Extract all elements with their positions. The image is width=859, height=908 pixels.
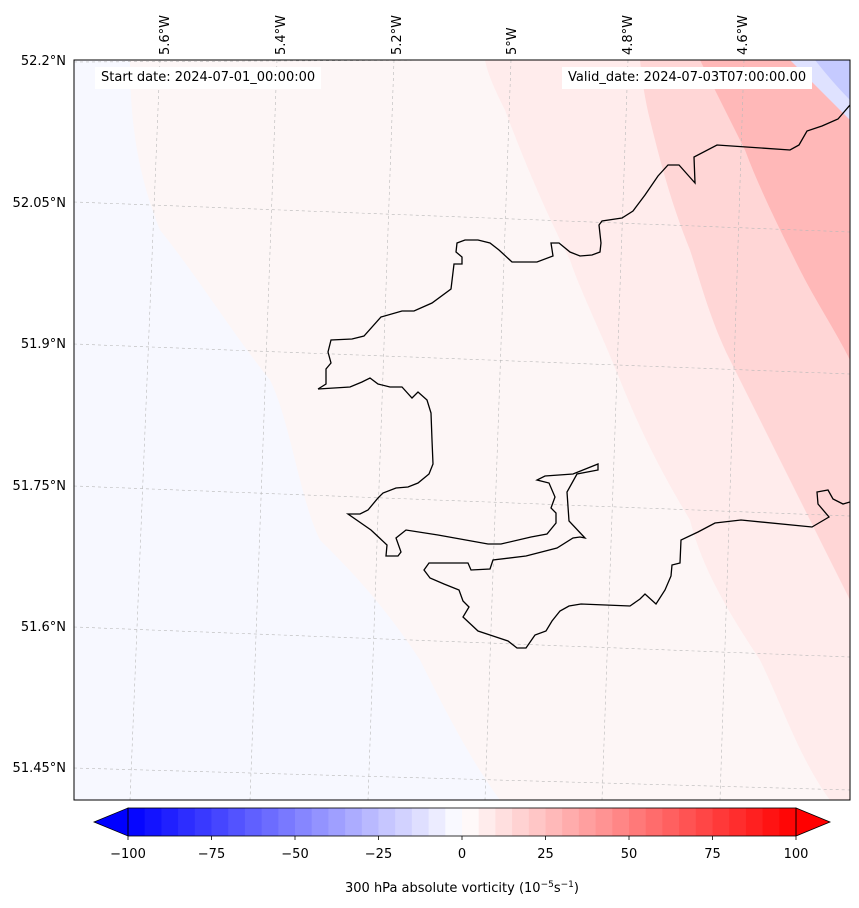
- colorbar-segment: [595, 808, 613, 836]
- colorbar-extend-low: [92, 807, 129, 837]
- colorbar-tick-label: −75: [198, 847, 225, 862]
- colorbar-segment: [244, 808, 263, 836]
- latitude-labels: 52.2°N 52.05°N 51.9°N 51.75°N 51.6°N 51.…: [13, 54, 66, 776]
- colorbar-segment: [462, 808, 480, 836]
- start-date-label: Start date: 2024-07-01_00:00:00: [95, 67, 322, 89]
- colorbar-segments: [128, 808, 797, 836]
- colorbar-title: 300 hPa absolute vorticity (10−5s−1): [345, 880, 579, 896]
- colorbar-segment: [478, 808, 496, 836]
- map-frame: [73, 59, 851, 801]
- colorbar-segment: [629, 808, 647, 836]
- colorbar-tickmarks: [127, 836, 797, 840]
- colorbar-segment: [495, 808, 513, 836]
- colorbar-segment: [745, 808, 764, 836]
- colorbar-tick-label: 100: [784, 847, 809, 862]
- colorbar-segment: [228, 808, 246, 836]
- colorbar-segment: [361, 808, 379, 836]
- field-negative-corner-2: [815, 60, 850, 100]
- colorbar-tick-label: 25: [537, 847, 554, 862]
- lat-label: 52.05°N: [13, 196, 66, 211]
- colorbar: −100 −75 −50 −25 0 25 50 75 100 300 hPa …: [92, 807, 832, 896]
- colorbar-tick-label: −50: [281, 847, 308, 862]
- colorbar-segment: [729, 808, 747, 836]
- coastline-south: [317, 377, 850, 649]
- vorticity-field: [74, 60, 850, 800]
- colorbar-segment: [712, 808, 730, 836]
- colorbar-extend-high: [795, 807, 832, 837]
- colorbar-segment: [161, 808, 179, 836]
- colorbar-segment: [645, 808, 663, 836]
- lat-label: 52.2°N: [21, 54, 66, 69]
- colorbar-segment: [128, 808, 146, 836]
- colorbar-segment: [428, 808, 446, 836]
- colorbar-segment: [311, 808, 329, 836]
- colorbar-segment: [695, 808, 713, 836]
- valid-date-label: Valid_date: 2024-07-03T07:00:00.00: [562, 67, 813, 89]
- colorbar-tick-label: −100: [110, 847, 146, 862]
- colorbar-segment: [562, 808, 580, 836]
- colorbar-tick-label: −25: [365, 847, 392, 862]
- colorbar-segment: [762, 808, 780, 836]
- lon-label: 5.6°W: [158, 15, 173, 55]
- colorbar-segment: [328, 808, 346, 836]
- colorbar-segment: [679, 808, 697, 836]
- colorbar-segment: [211, 808, 229, 836]
- colorbar-ticks: −100 −75 −50 −25 0 25 50 75 100: [110, 847, 808, 862]
- lon-label: 5.2°W: [390, 15, 405, 55]
- coastline-north: [317, 104, 850, 390]
- colorbar-segment: [295, 808, 313, 836]
- colorbar-segment: [378, 808, 396, 836]
- field-positive-band-3: [700, 60, 850, 360]
- colorbar-segment: [261, 808, 279, 836]
- longitude-labels: 5.6°W 5.4°W 5.2°W 5°W 4.8°W 4.6°W: [158, 15, 751, 55]
- colorbar-segment: [528, 808, 546, 836]
- lon-label: 4.8°W: [621, 15, 636, 55]
- lat-label: 51.9°N: [21, 337, 66, 352]
- start-date-text: Start date: 2024-07-01_00:00:00: [101, 70, 316, 85]
- colorbar-segment: [144, 808, 162, 836]
- colorbar-segment: [512, 808, 530, 836]
- lon-label: 5°W: [505, 27, 520, 55]
- coastline: [317, 104, 850, 649]
- colorbar-segment: [662, 808, 680, 836]
- colorbar-tick-label: 0: [458, 847, 466, 862]
- colorbar-tick-label: 50: [621, 847, 638, 862]
- colorbar-segment: [612, 808, 630, 836]
- colorbar-segment: [545, 808, 563, 836]
- colorbar-segment: [345, 808, 363, 836]
- colorbar-segment: [445, 808, 463, 836]
- colorbar-segment: [278, 808, 296, 836]
- lat-label: 51.75°N: [13, 479, 66, 494]
- colorbar-segment: [411, 808, 430, 836]
- colorbar-tick-label: 75: [704, 847, 721, 862]
- lon-label: 5.4°W: [274, 15, 289, 55]
- lon-label: 4.6°W: [736, 15, 751, 55]
- lat-label: 51.6°N: [21, 620, 66, 635]
- lat-label: 51.45°N: [13, 761, 66, 776]
- colorbar-segment: [779, 808, 797, 836]
- colorbar-segment: [194, 808, 212, 836]
- colorbar-segment: [395, 808, 413, 836]
- colorbar-segment: [178, 808, 196, 836]
- valid-date-text: Valid_date: 2024-07-03T07:00:00.00: [568, 70, 807, 85]
- colorbar-segment: [578, 808, 597, 836]
